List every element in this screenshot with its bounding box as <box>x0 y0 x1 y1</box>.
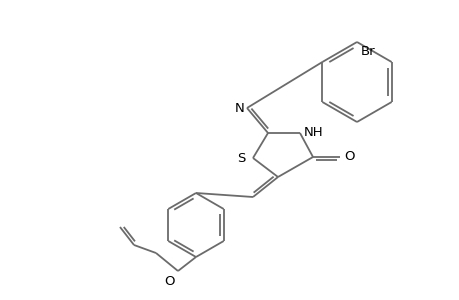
Text: N: N <box>235 103 245 116</box>
Text: S: S <box>237 152 246 164</box>
Text: O: O <box>343 151 354 164</box>
Text: Br: Br <box>360 45 375 58</box>
Text: NH: NH <box>303 125 323 139</box>
Text: O: O <box>164 275 174 288</box>
